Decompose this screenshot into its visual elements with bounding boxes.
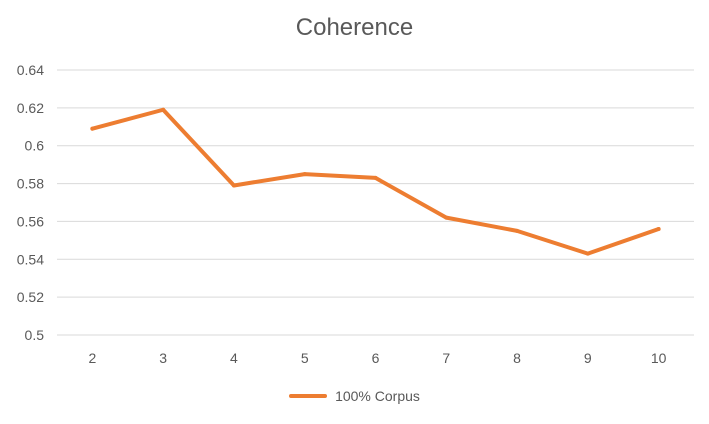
y-tick-label: 0.54 [17, 251, 44, 267]
data-point [90, 126, 95, 131]
legend: 100% Corpus [0, 388, 709, 404]
x-tick-label: 9 [584, 350, 592, 366]
legend-label: 100% Corpus [335, 388, 420, 404]
data-point [656, 227, 661, 231]
data-point [373, 175, 378, 180]
y-tick-label: 0.5 [25, 327, 45, 343]
x-tick-label: 7 [442, 350, 450, 366]
y-tick-label: 0.56 [17, 213, 44, 229]
y-tick-label: 0.6 [25, 138, 45, 154]
x-tick-label: 4 [230, 350, 238, 366]
data-point [585, 251, 590, 256]
data-point [444, 215, 449, 220]
y-tick-label: 0.58 [17, 176, 44, 192]
y-tick-label: 0.64 [17, 62, 44, 78]
y-tick-label: 0.52 [17, 289, 44, 305]
x-tick-label: 10 [651, 350, 667, 366]
data-point [302, 172, 307, 177]
data-point [161, 107, 166, 112]
x-tick-label: 6 [372, 350, 380, 366]
data-point [231, 183, 236, 188]
chart-title: Coherence [295, 14, 414, 41]
legend-swatch [289, 394, 328, 398]
x-tick-label: 2 [88, 350, 96, 366]
x-tick-label: 5 [301, 350, 309, 366]
x-tick-label: 8 [513, 350, 521, 366]
data-point [515, 228, 520, 233]
x-tick-label: 3 [159, 350, 167, 366]
y-tick-label: 0.62 [17, 100, 44, 116]
series-line [90, 107, 661, 256]
